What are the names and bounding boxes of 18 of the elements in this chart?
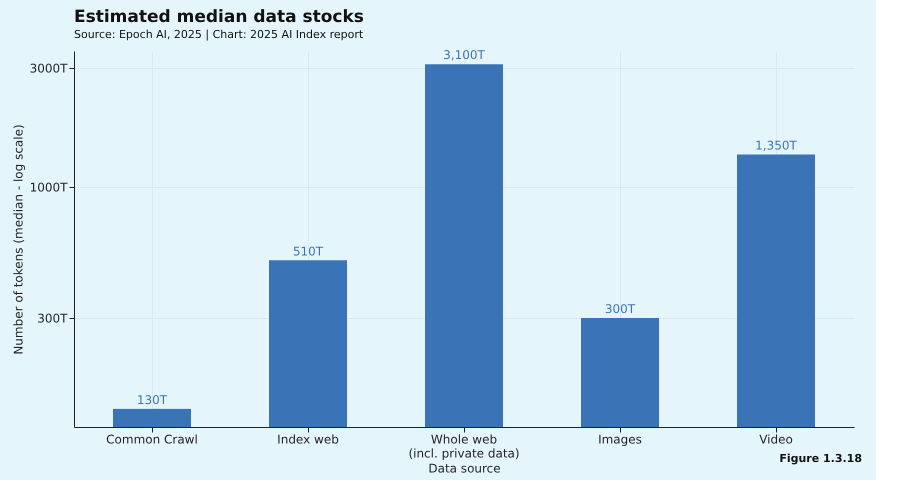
y-tick-label: 1000T xyxy=(30,180,68,195)
x-tick-label: Video xyxy=(759,432,793,446)
x-axis-title: Data source xyxy=(428,462,501,476)
data-label: 300T xyxy=(604,302,636,316)
x-tick-label: Images xyxy=(598,432,642,446)
data-label: 3,100T xyxy=(443,48,486,62)
caption: Figure 1.3.18 xyxy=(779,452,862,465)
y-tick-label: 3000T xyxy=(30,61,68,76)
data-label: 130T xyxy=(136,392,168,407)
y-tick-label: 300T xyxy=(37,311,68,326)
chart-title: Estimated median data stocks xyxy=(74,7,364,28)
x-tick-label: Common Crawl xyxy=(106,432,198,446)
x-tick-label: Whole web (incl. private data) xyxy=(408,432,520,460)
x-tick-label: Index web xyxy=(277,432,339,446)
y-axis-title: Number of tokens (median - log scale) xyxy=(12,124,26,355)
chart-subtitle: Source: Epoch AI, 2025 | Chart: 2025 AI Index report xyxy=(74,28,364,42)
data-label: 1,350T xyxy=(755,138,798,153)
data-label: 510T xyxy=(292,244,324,258)
